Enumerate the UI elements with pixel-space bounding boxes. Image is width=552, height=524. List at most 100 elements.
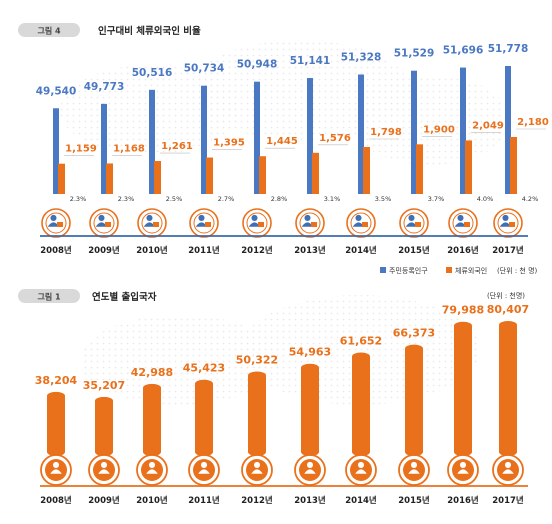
card-icon [205,222,211,227]
value-label-resident: 51,141 [290,55,331,67]
bar-foreign [510,137,517,194]
x-tick-label: 2009년 [88,245,120,256]
chart-title: 인구대비 체류외국인 비율 [98,25,201,37]
value-label-foreign: 2,049 [472,120,504,131]
person-icon [408,461,420,474]
bar-entries [195,379,213,456]
bar-entries [143,383,161,456]
person-icon-head [306,461,314,468]
ratio-label: 2.3% [118,195,135,203]
x-tick-label: 2015년 [398,495,430,506]
person-icon-body [248,222,261,227]
person-icon-head [355,214,362,222]
ratio-label: 3.7% [428,195,445,203]
person-icon-body [499,222,512,227]
value-label-resident: 50,948 [237,59,278,71]
person-icon [499,214,512,227]
person-icon-head [502,214,509,222]
ratio-label: 2.8% [271,195,288,203]
bar-foreign [416,144,423,194]
bar-resident [254,81,260,194]
x-tick-label: 2013년 [294,245,326,256]
card-icon [153,222,159,227]
bar-resident [411,70,417,194]
person-icon-head [253,461,261,468]
person-icon [195,214,208,227]
person-icon-body [301,222,314,227]
value-label-foreign: 1,576 [319,133,351,144]
chart1-header: 그림 4 인구대비 체류외국인 비율 [18,23,201,37]
chart2-header: 그림 1 연도별 출입국자 (단위 : 천명) [18,289,525,303]
value-label-foreign: 1,798 [370,127,402,138]
person-icon-body [405,222,418,227]
person-icon-head [98,214,105,222]
person-icon-head [251,214,258,222]
bar-foreign [465,140,472,194]
value-label: 61,652 [340,334,382,347]
x-tick-label: 2014년 [345,495,377,506]
x-tick-label: 2017년 [492,245,524,256]
person-icon [301,214,314,227]
person-icon [405,214,418,227]
value-label-foreign: 1,168 [113,143,145,154]
person-icon [454,214,467,227]
card-icon [415,222,421,227]
card-icon [464,222,470,227]
person-icon-body [95,222,108,227]
bar-foreign [154,161,161,194]
value-label-foreign: 1,445 [266,136,298,147]
person-icon-body [198,469,210,474]
x-tick-label: 2013년 [294,495,326,506]
value-label-resident: 51,328 [341,51,382,63]
bar-entries [301,363,319,456]
person-icon [143,214,156,227]
value-label: 35,207 [83,379,125,392]
ratio-label: 2.5% [166,195,183,203]
person-icon [352,214,365,227]
bar-entries [47,391,65,456]
legend-label-resident: 주민등록인구 [389,266,428,275]
person-icon [98,461,110,474]
bar-resident [505,66,511,194]
person-icon-body [355,469,367,474]
bar-resident [358,74,364,194]
x-tick-label: 2008년 [40,245,72,256]
x-tick-label: 2010년 [136,245,168,256]
value-label-foreign: 1,159 [65,144,97,155]
value-label-resident: 51,529 [394,48,435,60]
person-icon [248,214,261,227]
person-icon-head [408,214,415,222]
person-icon [502,461,514,474]
person-icon-head [50,214,57,222]
person-icon-head [357,461,365,468]
person-icon [355,461,367,474]
bar-entries [352,352,370,456]
person-icon [146,461,158,474]
bar-entries [454,321,472,456]
unit-note: (단위 : 천명) [487,291,525,300]
bar-foreign [259,156,266,194]
ratio-label: 3.1% [324,195,341,203]
person-icon [95,214,108,227]
value-label: 54,963 [289,346,331,359]
bar-resident [101,103,107,194]
bar-entries [499,321,517,456]
value-label-resident: 51,778 [488,43,529,55]
bar-entries [405,344,423,456]
bar-resident [307,78,313,194]
person-icon-body [457,469,469,474]
x-tick-label: 2017년 [492,495,524,506]
person-icon [47,214,60,227]
x-tick-label: 2012년 [241,495,273,506]
x-tick-label: 2015년 [398,245,430,256]
card-icon [311,222,317,227]
person-icon [251,461,263,474]
person-icon-body [352,222,365,227]
value-label-resident: 50,734 [184,63,225,75]
value-label-resident: 50,516 [132,67,173,79]
bar-entries [248,371,266,456]
value-label-resident: 49,773 [84,81,125,93]
ratio-label: 4.2% [522,195,539,203]
bar-foreign [363,146,370,194]
